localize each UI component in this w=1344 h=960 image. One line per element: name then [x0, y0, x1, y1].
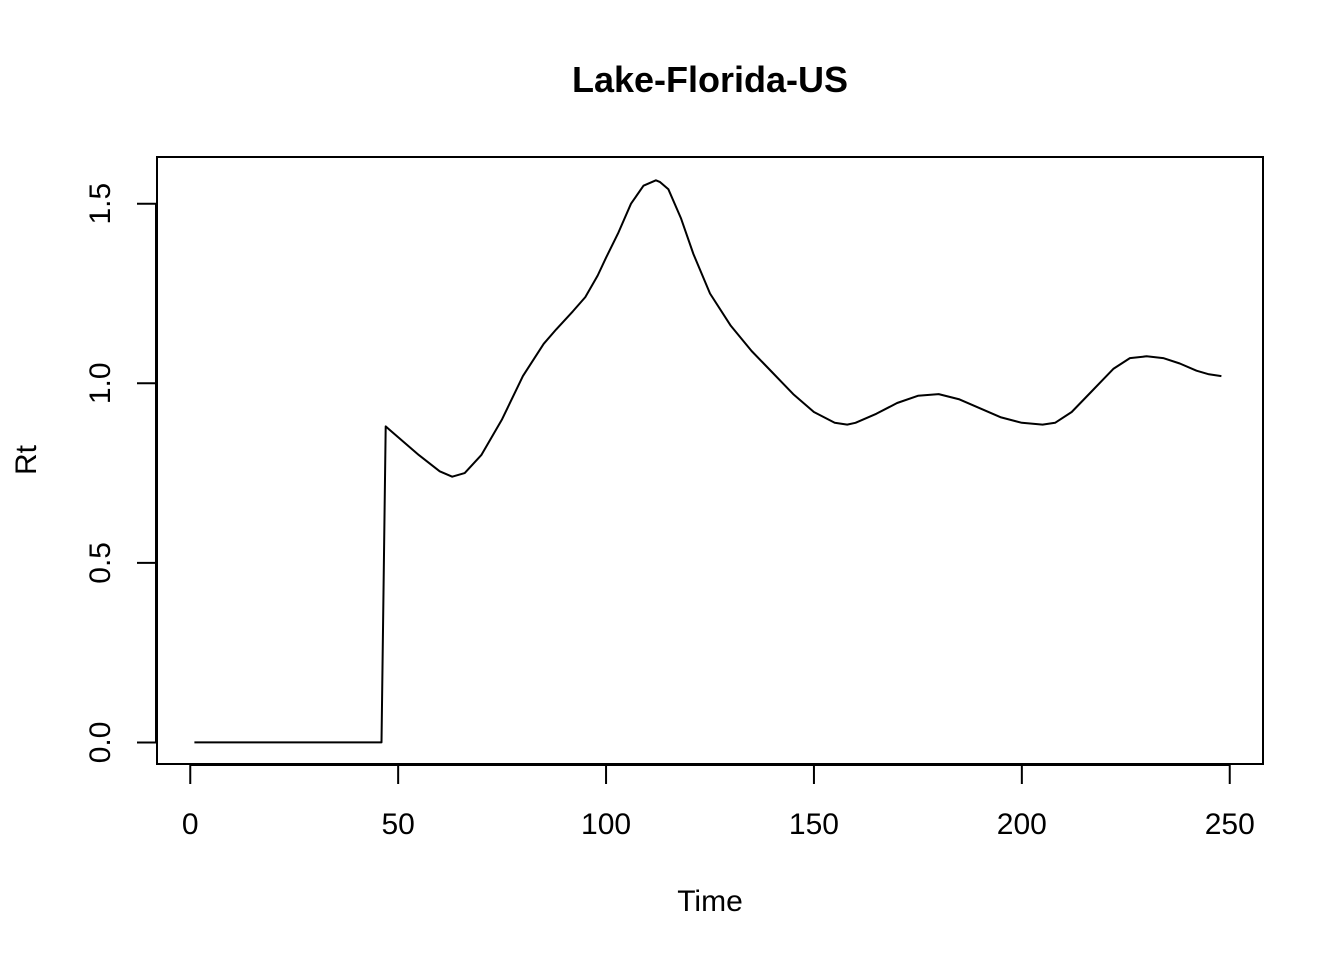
- chart-title: Lake-Florida-US: [572, 59, 848, 100]
- x-tick-label: 150: [789, 808, 839, 841]
- y-tick-label: 1.5: [84, 183, 117, 225]
- x-tick-label: 250: [1205, 808, 1255, 841]
- x-tick-label: 0: [182, 808, 199, 841]
- x-tick-label: 50: [381, 808, 414, 841]
- x-axis-label: Time: [677, 885, 743, 918]
- y-axis-label: Rt: [10, 444, 43, 475]
- rt-series-line: [194, 179, 1222, 744]
- y-tick-label: 1.0: [84, 362, 117, 404]
- x-axis: 0 50 100 150 200 250: [182, 764, 1255, 841]
- plot-frame: [156, 156, 1264, 765]
- y-tick-label: 0.0: [84, 722, 117, 764]
- x-tick-label: 200: [997, 808, 1047, 841]
- y-tick-label: 0.5: [84, 542, 117, 584]
- x-tick-label: 100: [581, 808, 631, 841]
- y-axis: 0.0 0.5 1.0 1.5: [84, 183, 157, 764]
